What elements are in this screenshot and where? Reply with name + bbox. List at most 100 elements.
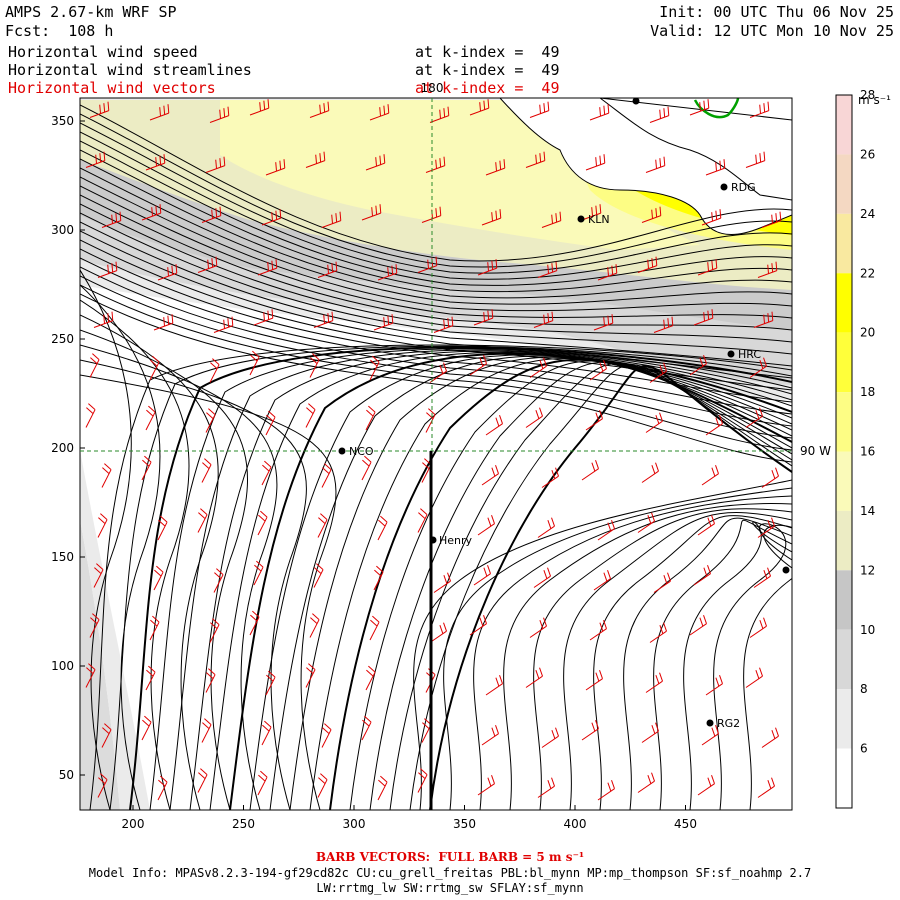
colorbar-level-label: 10 xyxy=(860,623,875,637)
wind-barb-feather xyxy=(483,312,486,322)
wind-barb xyxy=(145,162,165,171)
wind-barb-feather xyxy=(659,412,663,422)
wind-barb-feather xyxy=(655,675,660,684)
streamline xyxy=(80,140,792,286)
wind-barb-feather xyxy=(210,622,218,629)
wind-barb-feather xyxy=(539,104,542,114)
wind-barb xyxy=(153,571,164,591)
wind-barb xyxy=(157,272,177,281)
wind-barb xyxy=(145,671,156,691)
wind-barb-feather xyxy=(163,105,166,115)
streamline xyxy=(80,122,792,274)
wind-barb-feather xyxy=(86,667,94,674)
wind-barb-feather xyxy=(312,353,320,361)
wind-barb-feather xyxy=(215,208,218,218)
wind-barb-feather xyxy=(615,264,618,274)
wind-barb xyxy=(745,415,763,428)
y-tick-label: 100 xyxy=(51,659,74,673)
wind-barb-feather xyxy=(212,618,220,626)
wind-barb xyxy=(757,525,775,538)
wind-barb-feather xyxy=(771,517,775,527)
wind-barb-feather xyxy=(771,777,775,787)
wind-barb-feather xyxy=(271,212,274,222)
wind-barb xyxy=(581,728,599,741)
streamline xyxy=(80,176,792,312)
wind-barb xyxy=(209,364,220,383)
wind-barb xyxy=(141,461,152,481)
wind-barb-feather xyxy=(267,310,270,320)
wind-barb-feather xyxy=(719,675,723,684)
wind-barb xyxy=(749,625,767,638)
streamline xyxy=(80,344,278,810)
wind-barb-feather xyxy=(227,106,230,116)
wind-barb xyxy=(97,270,117,278)
wind-barb xyxy=(361,721,372,741)
wind-barb-feather xyxy=(707,517,712,527)
wind-barb-feather xyxy=(115,261,118,271)
field-streamlines-level: at k-index = 49 xyxy=(415,61,560,79)
streamline xyxy=(503,503,792,810)
wind-barb-feather xyxy=(379,107,382,117)
wind-barb xyxy=(637,780,655,793)
wind-barb-feather xyxy=(539,620,544,629)
wind-barb-feather xyxy=(422,462,430,469)
wind-barb-feather xyxy=(99,104,102,114)
wind-barb-feather xyxy=(703,312,706,322)
streamline xyxy=(80,275,792,439)
wind-barb-feather xyxy=(611,265,614,275)
wind-barb xyxy=(597,788,615,801)
wind-barb xyxy=(649,115,669,123)
wind-barb-feather xyxy=(595,412,600,422)
wind-barb-feather xyxy=(418,772,426,779)
x-tick-label: 450 xyxy=(674,817,697,831)
wind-barb xyxy=(261,217,281,226)
field-streamlines-label: Horizontal wind streamlines xyxy=(8,61,252,79)
wind-barb-feather xyxy=(387,315,390,325)
y-tick-label: 300 xyxy=(51,223,74,237)
wind-barb-feather xyxy=(487,565,491,574)
wind-barb-feather xyxy=(487,517,492,527)
wind-barb-feather xyxy=(148,405,156,413)
wind-barb-feather xyxy=(599,204,602,214)
wind-barb xyxy=(425,165,445,173)
y-tick-label: 350 xyxy=(51,114,74,128)
wind-barb-feather xyxy=(707,99,710,109)
wind-barb-feather xyxy=(707,262,710,272)
wind-barb xyxy=(141,212,161,221)
wind-barb-feather xyxy=(159,155,162,165)
wind-barb-feather xyxy=(435,208,438,218)
wind-barb-feather xyxy=(100,513,108,521)
wind-barb xyxy=(429,115,449,123)
wind-barbs xyxy=(85,99,782,801)
wind-barb-feather xyxy=(148,665,156,673)
wind-barb xyxy=(473,317,493,326)
wind-barb-feather xyxy=(167,267,170,277)
wind-barb-feather xyxy=(331,214,334,224)
wind-barb-feather xyxy=(107,264,110,274)
wind-barb-feather xyxy=(98,777,106,784)
wind-barb xyxy=(373,571,384,591)
wind-barb-feather xyxy=(339,211,342,221)
wind-barb-feather xyxy=(487,99,490,109)
wind-barb xyxy=(201,724,212,743)
wind-barb xyxy=(749,365,767,378)
wind-barb-feather xyxy=(551,777,555,787)
wind-barb xyxy=(429,370,447,383)
wind-barb xyxy=(645,165,665,173)
wind-barb xyxy=(697,523,715,536)
wind-barb-feather xyxy=(88,663,96,671)
wind-barb xyxy=(197,265,217,273)
wind-barb-feather xyxy=(435,159,438,169)
x-tick-label: 350 xyxy=(453,817,476,831)
wind-barb xyxy=(149,112,169,121)
wind-barb-feather xyxy=(315,154,318,164)
wind-barb-feather xyxy=(659,365,664,374)
wind-barb-feather xyxy=(559,211,562,221)
speed-shade-lower-left xyxy=(80,520,120,810)
colorbar-swatch xyxy=(836,392,852,452)
streamline xyxy=(80,284,792,451)
wind-barb-feather xyxy=(335,213,338,223)
wind-barb xyxy=(597,528,615,541)
wind-barb-feather xyxy=(499,160,502,170)
wind-barb-feather xyxy=(551,470,556,479)
